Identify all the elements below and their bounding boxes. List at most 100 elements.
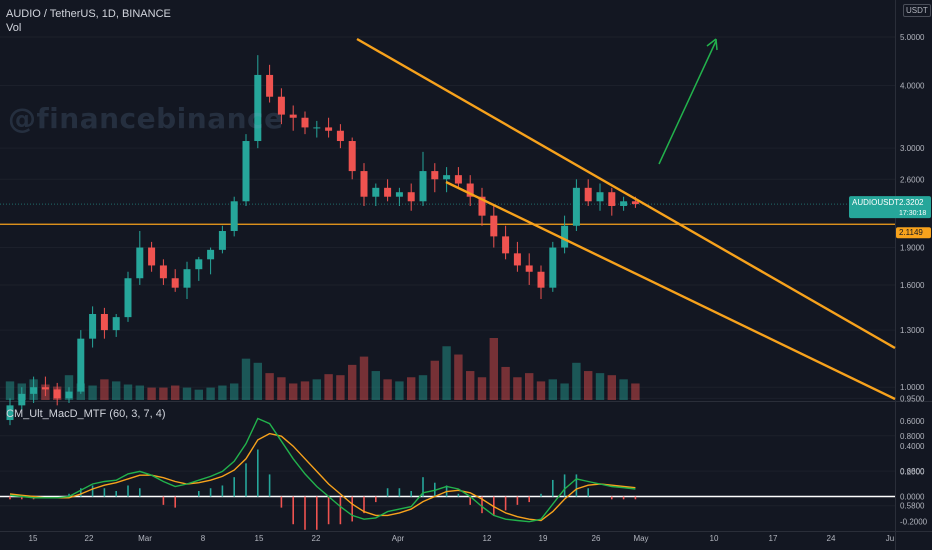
volume-bar [348,364,357,400]
volume-bar [536,381,546,400]
indicator-label: CM_Ult_MacD_MTF (60, 3, 7, 4) [6,408,166,420]
volume-bar [312,379,321,400]
candle-body [537,271,545,288]
volume-bar [430,360,439,400]
time-tick-label: May [633,534,648,543]
time-tick-label: 10 [710,534,719,543]
channel-upper-trendline [356,37,896,350]
price-tick-label: 0.5800 [900,502,925,511]
candle-body [289,114,297,118]
candle-body [384,187,392,197]
time-tick-label: 22 [85,534,94,543]
volume-bar [100,379,109,400]
candle-body [41,387,49,390]
candle-body [431,171,439,180]
volume-bar [300,381,310,400]
candle-body [254,74,262,142]
volume-bar [489,338,498,400]
candle-body [454,175,462,184]
volume-bar [501,366,510,400]
candle-body [6,405,14,421]
level-value: 2.1149 [899,228,923,237]
volume-label: Vol [6,22,22,34]
volume-bar [595,373,605,400]
volume-bar [371,371,380,400]
volume-bar [631,383,640,400]
volume-bar [218,385,227,400]
macd-fast-line [9,417,636,523]
volume-bar [359,356,369,400]
watermark: @financebinance [8,102,284,135]
candle-body [549,247,557,288]
macd-tick-label: 0.4000 [900,442,925,451]
volume-bar [289,383,298,400]
candle-body [525,265,533,272]
candle-body [100,313,108,331]
candle-body [112,317,120,331]
price-tick-label: 1.3000 [900,326,925,335]
volume-bar [277,377,286,400]
candle-body [348,141,356,172]
volume-bar [525,373,534,400]
candle-body [313,127,321,129]
volume-bar [407,377,416,400]
time-tick-label: 24 [827,534,836,543]
candle-body [325,127,333,131]
candle-body [207,249,215,260]
candle-body [242,141,250,202]
volume-bar [112,381,121,400]
volume-bar [135,385,144,400]
price-tick-label: 4.0000 [900,82,925,91]
time-tick-label: 17 [769,534,778,543]
volume-bar [241,358,251,400]
candle-body [620,201,628,206]
volume-bar [466,371,475,400]
candle-body [395,192,403,197]
macd-tick-label: 0.2000 [900,467,925,476]
time-tick-label: 26 [592,534,601,543]
price-tick-label: 1.6000 [900,281,925,290]
macd-tick-label: -0.2000 [900,518,928,527]
volume-bar [194,389,203,400]
volume-bar [159,387,168,400]
time-tick-label: 12 [483,534,492,543]
volume-bar [123,384,133,400]
volume-bar [336,375,345,400]
volume-bar [572,362,581,400]
candle-body [490,215,498,237]
price-tick-label: 5.0000 [900,33,925,42]
volume-bar [147,387,156,400]
volume-bar [206,387,215,400]
axis-unit-label[interactable]: USDT [903,4,931,17]
candle-body [266,74,274,97]
candle-body [89,313,97,339]
candle-body [159,265,167,279]
time-tick-label: Apr [392,534,405,543]
candle-body [277,96,285,115]
candle-body [372,187,380,197]
volume-bar [454,354,463,400]
candle-body [195,259,203,270]
volume-bar [182,387,192,400]
candle-body [30,387,38,394]
candle-body [513,253,521,266]
volume-bar [418,375,428,400]
volume-bar [442,346,451,400]
time-tick-label: 19 [539,534,548,543]
candle-body [466,183,474,197]
candle-body [561,225,569,248]
candle-body [584,187,592,202]
candle-body [407,192,415,202]
volume-bar [477,377,487,400]
price-tick-label: 0.8000 [900,432,925,441]
last-price-badge [849,196,931,219]
price-tick-label: 0.9500 [900,394,925,403]
volume-bar [395,381,404,400]
candle-body [218,231,226,250]
volume-bar [383,379,392,400]
volume-bar [5,381,15,400]
price-tick-label: 1.9000 [900,244,925,253]
time-tick-label: 8 [201,534,206,543]
candle-body [65,391,73,399]
